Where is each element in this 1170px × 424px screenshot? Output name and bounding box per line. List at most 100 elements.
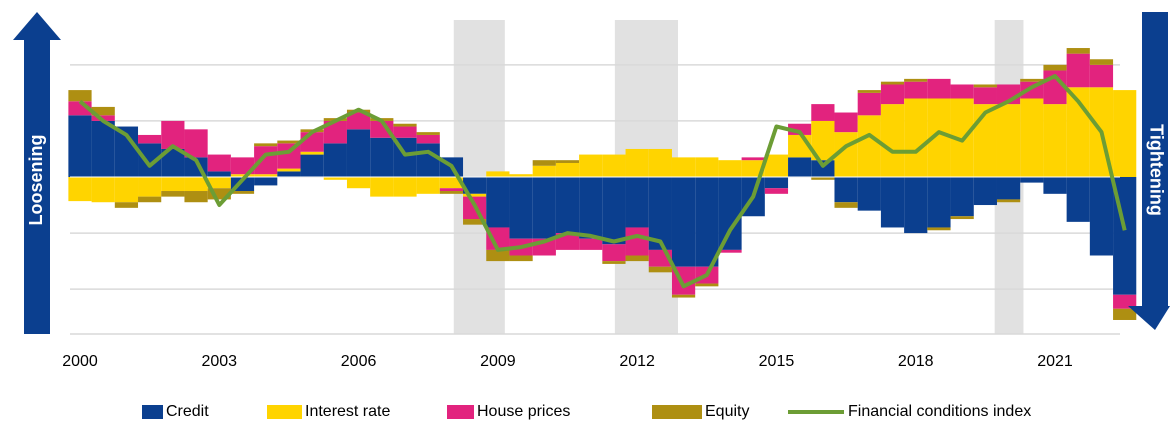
bar-segment bbox=[996, 199, 1021, 203]
bar-segment bbox=[277, 168, 301, 172]
bar-segment bbox=[416, 143, 440, 177]
bar-segment bbox=[973, 87, 997, 105]
bar-segment bbox=[254, 146, 278, 175]
bar-segment bbox=[463, 177, 487, 194]
bar-segment bbox=[996, 177, 1021, 200]
bar-segment bbox=[68, 90, 92, 102]
bar-segment bbox=[254, 143, 278, 147]
bar-segment bbox=[1066, 53, 1090, 88]
bar-segment bbox=[138, 177, 162, 197]
bar-segment bbox=[671, 294, 696, 298]
bar-segment bbox=[486, 227, 510, 250]
bar-segment bbox=[509, 177, 533, 239]
bar-segment bbox=[1020, 177, 1044, 183]
bar-segment bbox=[648, 148, 672, 177]
bar-segment bbox=[254, 174, 278, 177]
bar-segment bbox=[393, 126, 417, 138]
legend-swatch bbox=[142, 405, 163, 419]
bar-segment bbox=[370, 137, 394, 177]
bar-segment bbox=[509, 174, 533, 177]
bar-segment bbox=[323, 143, 347, 177]
bar-segment bbox=[161, 148, 185, 177]
bar-segment bbox=[439, 191, 464, 194]
bar-segment bbox=[439, 177, 464, 189]
bar-segment bbox=[555, 162, 580, 177]
bar-segment bbox=[555, 177, 580, 234]
bar-segment bbox=[323, 120, 347, 144]
bar-segment bbox=[370, 177, 394, 197]
bar-segment bbox=[811, 177, 835, 180]
x-tick-label: 2003 bbox=[201, 353, 237, 370]
legend-swatch bbox=[447, 405, 474, 419]
tightening-arrow bbox=[1128, 12, 1170, 330]
bar-segment bbox=[927, 98, 951, 177]
bar-segment bbox=[904, 177, 928, 234]
x-tick-label: 2021 bbox=[1037, 353, 1073, 370]
x-tick-label: 2018 bbox=[898, 353, 934, 370]
bar-segment bbox=[416, 132, 440, 135]
bar-segment bbox=[579, 154, 603, 177]
bar-segment bbox=[718, 249, 742, 253]
bar-segment bbox=[857, 92, 881, 116]
bar-segment bbox=[207, 188, 231, 200]
bar-segment bbox=[416, 134, 440, 144]
bar-segment bbox=[416, 177, 440, 194]
bar-segment bbox=[764, 154, 789, 177]
bar-segment bbox=[625, 148, 649, 177]
bar-segment bbox=[788, 123, 812, 135]
bar-segment bbox=[393, 123, 417, 127]
bar-segment bbox=[602, 244, 626, 262]
bar-segment bbox=[114, 177, 139, 203]
bar-segment bbox=[184, 191, 208, 203]
bar-segment bbox=[91, 177, 115, 203]
bar-segment bbox=[393, 177, 417, 197]
bar-segment bbox=[486, 249, 510, 262]
bar-segment bbox=[880, 177, 905, 228]
bar-segment bbox=[811, 120, 835, 161]
legend-label: Credit bbox=[166, 403, 209, 420]
bar-segment bbox=[950, 216, 974, 220]
bar-segment bbox=[114, 202, 139, 208]
bar-segment bbox=[927, 227, 951, 231]
bar-segment bbox=[300, 132, 324, 152]
bar-segment bbox=[904, 81, 928, 99]
bar-segment bbox=[695, 283, 719, 287]
x-tick-label: 2009 bbox=[480, 353, 516, 370]
bar-segment bbox=[370, 120, 394, 138]
bar-segment bbox=[764, 188, 789, 194]
bar-segment bbox=[602, 177, 626, 245]
loosening-arrow bbox=[13, 12, 61, 334]
bar-segment bbox=[254, 177, 278, 186]
legend-label: Equity bbox=[705, 403, 749, 420]
x-tick-label: 2006 bbox=[341, 353, 377, 370]
bar-segment bbox=[138, 134, 162, 144]
bar-segment bbox=[323, 177, 347, 180]
bar-segment bbox=[904, 98, 928, 177]
bar-segment bbox=[973, 84, 997, 88]
bar-segment bbox=[138, 196, 162, 203]
bar-segment bbox=[230, 157, 255, 175]
bar-segment bbox=[648, 266, 672, 273]
bar-segment bbox=[671, 157, 696, 177]
bar-segment bbox=[927, 78, 951, 99]
bar-segment bbox=[718, 177, 742, 250]
bar-segment bbox=[555, 160, 580, 163]
bar-segment bbox=[1089, 177, 1114, 256]
bar-segment bbox=[486, 171, 510, 177]
bar-segment bbox=[1113, 294, 1137, 309]
bar-segment bbox=[880, 81, 905, 85]
bar-segment bbox=[346, 177, 371, 189]
legend-label: Financial conditions index bbox=[848, 403, 1031, 420]
bar-segment bbox=[579, 177, 603, 239]
bar-segment bbox=[695, 177, 719, 267]
legend-label: Interest rate bbox=[305, 403, 390, 420]
x-tick-label: 2015 bbox=[759, 353, 795, 370]
bar-segment bbox=[950, 84, 974, 99]
bar-segment bbox=[671, 177, 696, 267]
bar-segment bbox=[811, 104, 835, 121]
bar-segment bbox=[625, 177, 649, 228]
bar-segment bbox=[834, 202, 858, 208]
bar-segment bbox=[1020, 78, 1044, 82]
bar-segment bbox=[834, 177, 858, 203]
